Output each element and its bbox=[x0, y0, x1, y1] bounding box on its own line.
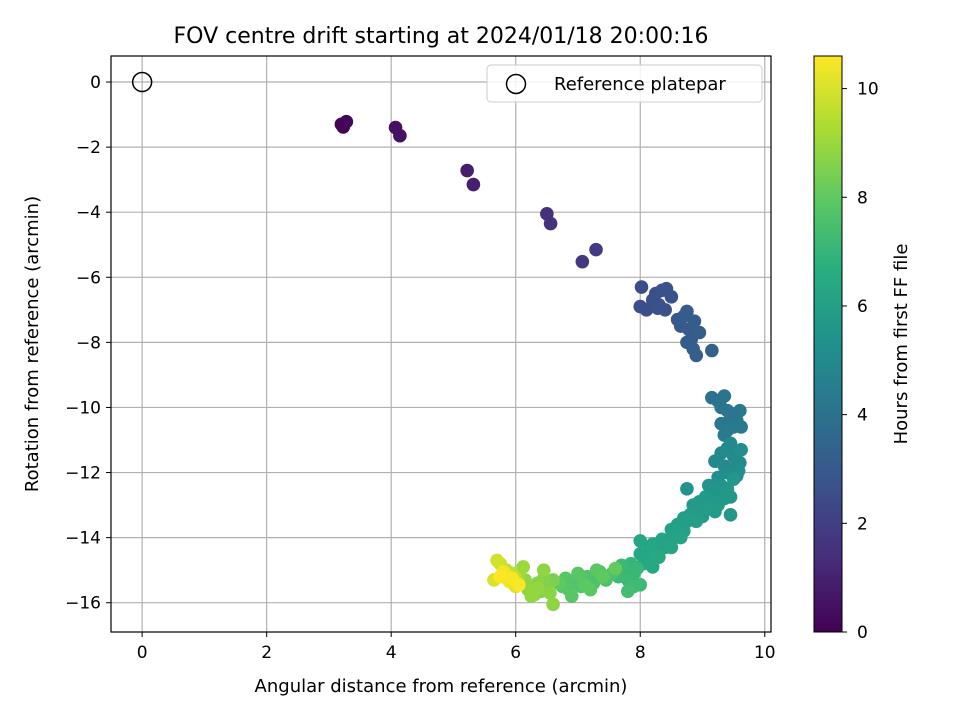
colorbar-tick-label: 0 bbox=[857, 623, 868, 643]
x-tick-label: 8 bbox=[635, 643, 646, 663]
data-point bbox=[596, 569, 610, 584]
colorbar-label: Hours from first FF file bbox=[891, 244, 912, 445]
colorbar-tick-layer: 0 2 4 6 8 10 bbox=[842, 80, 879, 643]
x-tick-label: 4 bbox=[386, 643, 397, 663]
chart-title: FOV centre drift starting at 2024/01/18 … bbox=[174, 24, 709, 49]
legend-box bbox=[486, 64, 763, 103]
data-point bbox=[543, 216, 558, 231]
data-point bbox=[734, 442, 748, 457]
data-point bbox=[723, 490, 738, 504]
y-tick-label: −2 bbox=[76, 138, 101, 158]
data-point bbox=[664, 540, 679, 555]
data-point bbox=[723, 508, 738, 522]
colorbar-tick-label: 6 bbox=[857, 297, 868, 317]
data-point bbox=[546, 597, 560, 612]
y-tick-label: −14 bbox=[65, 529, 101, 549]
x-tick-layer: 0 2 4 6 8 10 bbox=[137, 632, 776, 663]
legend-label-reference: Reference platepar bbox=[554, 74, 726, 95]
y-tick-label: 0 bbox=[90, 73, 101, 93]
x-tick-label: 6 bbox=[510, 643, 521, 663]
data-point bbox=[577, 578, 592, 592]
data-point bbox=[645, 560, 660, 574]
colorbar: 0 2 4 6 8 10 Hours from first FF file bbox=[813, 55, 912, 643]
data-point bbox=[512, 578, 526, 592]
data-point bbox=[339, 114, 354, 129]
data-point bbox=[543, 586, 557, 600]
data-point bbox=[536, 563, 551, 577]
data-point bbox=[686, 342, 700, 356]
legend: Reference platepar bbox=[486, 64, 763, 103]
data-point bbox=[680, 482, 694, 496]
legend-marker-reference bbox=[505, 73, 527, 95]
x-axis-label: Angular distance from reference (arcmin) bbox=[255, 676, 628, 697]
colorbar-tick-label: 8 bbox=[857, 188, 868, 208]
data-point bbox=[460, 163, 474, 178]
data-point bbox=[393, 128, 407, 143]
data-point bbox=[664, 290, 679, 304]
data-point bbox=[650, 301, 665, 316]
data-point bbox=[680, 304, 694, 319]
y-tick-label: −12 bbox=[65, 464, 101, 484]
y-tick-label: −6 bbox=[76, 268, 101, 288]
x-tick-label: 10 bbox=[754, 643, 776, 663]
data-point bbox=[708, 504, 722, 519]
points-layer bbox=[131, 71, 748, 612]
data-point bbox=[689, 514, 704, 529]
y-tick-layer: 0 −2 −4 −6 −8 −10 −12 −14 −16 bbox=[65, 73, 111, 614]
data-point bbox=[634, 280, 649, 294]
data-point bbox=[652, 550, 666, 564]
data-point bbox=[530, 581, 545, 595]
data-point bbox=[734, 420, 748, 434]
data-point bbox=[630, 561, 644, 576]
data-point bbox=[564, 589, 579, 604]
data-point bbox=[608, 561, 623, 576]
data-point bbox=[726, 407, 741, 421]
x-tick-label: 0 bbox=[137, 643, 148, 663]
colorbar-gradient bbox=[813, 55, 843, 633]
y-tick-label: −4 bbox=[76, 203, 101, 223]
data-point bbox=[490, 553, 504, 568]
plot-frame bbox=[110, 55, 772, 633]
y-tick-label: −8 bbox=[76, 333, 101, 353]
data-point bbox=[466, 177, 481, 192]
data-point bbox=[692, 325, 707, 340]
data-point bbox=[633, 534, 648, 548]
data-point bbox=[705, 343, 719, 358]
data-point bbox=[575, 254, 590, 269]
colorbar-tick-label: 2 bbox=[857, 514, 868, 534]
y-axis-label: Rotation from reference (arcmin) bbox=[22, 196, 43, 492]
colorbar-tick-label: 10 bbox=[857, 80, 879, 100]
data-point bbox=[639, 303, 654, 317]
y-tick-label: −10 bbox=[65, 398, 101, 418]
data-point bbox=[726, 472, 741, 486]
data-point bbox=[493, 569, 507, 584]
data-point bbox=[717, 389, 732, 403]
data-point bbox=[687, 314, 702, 329]
data-point bbox=[680, 514, 694, 529]
data-point bbox=[571, 566, 585, 581]
data-point bbox=[723, 436, 738, 451]
data-point bbox=[589, 242, 603, 257]
data-point bbox=[673, 530, 688, 545]
reference-marker bbox=[131, 71, 153, 93]
colorbar-tick-label: 4 bbox=[857, 406, 868, 426]
data-point bbox=[620, 584, 635, 599]
y-tick-label: −16 bbox=[65, 594, 101, 614]
x-tick-label: 2 bbox=[261, 643, 272, 663]
